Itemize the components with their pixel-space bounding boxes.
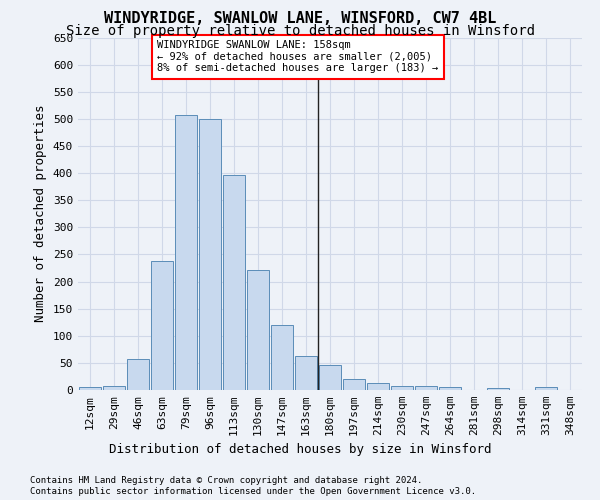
Bar: [439, 388, 461, 390]
Text: Contains HM Land Registry data © Crown copyright and database right 2024.: Contains HM Land Registry data © Crown c…: [30, 476, 422, 485]
Bar: [199, 119, 221, 390]
Y-axis label: Number of detached properties: Number of detached properties: [34, 105, 47, 322]
Text: Size of property relative to detached houses in Winsford: Size of property relative to detached ho…: [65, 24, 535, 38]
Bar: [415, 386, 437, 390]
Bar: [223, 174, 245, 390]
Bar: [535, 386, 557, 390]
Bar: [103, 386, 125, 390]
Text: Contains public sector information licensed under the Open Government Licence v3: Contains public sector information licen…: [30, 487, 476, 496]
Bar: [175, 115, 197, 390]
Bar: [151, 261, 173, 390]
Bar: [295, 356, 317, 390]
Bar: [367, 384, 389, 390]
Text: Distribution of detached houses by size in Winsford: Distribution of detached houses by size …: [109, 442, 491, 456]
Bar: [247, 270, 269, 390]
Bar: [319, 365, 341, 390]
Bar: [343, 379, 365, 390]
Bar: [487, 388, 509, 390]
Bar: [391, 386, 413, 390]
Text: WINDYRIDGE, SWANLOW LANE, WINSFORD, CW7 4BL: WINDYRIDGE, SWANLOW LANE, WINSFORD, CW7 …: [104, 11, 496, 26]
Bar: [127, 358, 149, 390]
Bar: [79, 388, 101, 390]
Bar: [271, 325, 293, 390]
Text: WINDYRIDGE SWANLOW LANE: 158sqm
← 92% of detached houses are smaller (2,005)
8% : WINDYRIDGE SWANLOW LANE: 158sqm ← 92% of…: [157, 40, 439, 74]
